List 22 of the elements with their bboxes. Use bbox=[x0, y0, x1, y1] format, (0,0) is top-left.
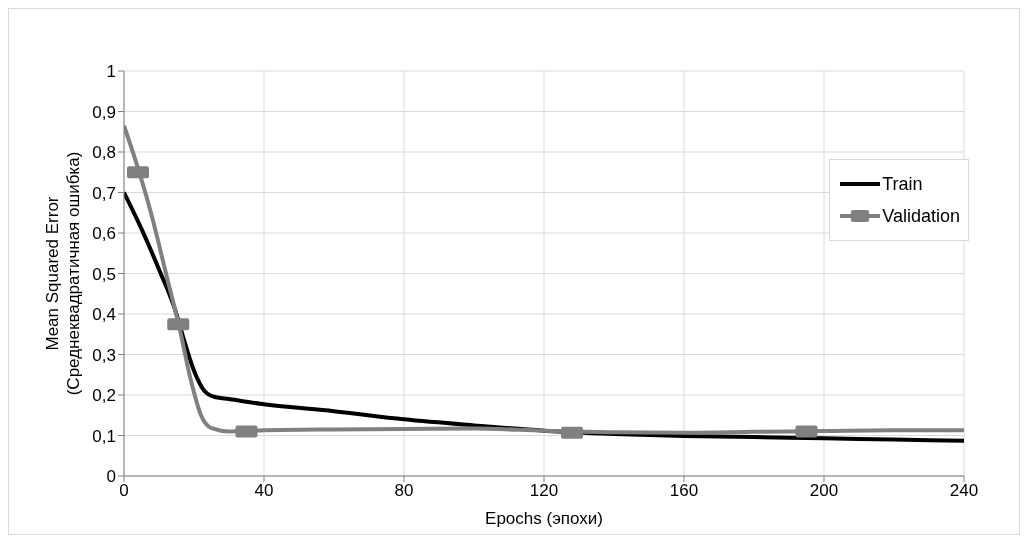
y-tick-label: 0,3 bbox=[92, 345, 116, 365]
y-tick-label: 0 bbox=[106, 467, 116, 487]
x-tick-label: 160 bbox=[669, 481, 699, 501]
y-tick-label: 0,8 bbox=[92, 143, 116, 163]
y-tick-label: 0,4 bbox=[92, 305, 116, 325]
x-tick-label: 80 bbox=[394, 481, 414, 501]
y-tick-label: 0,6 bbox=[92, 224, 116, 244]
x-tick-label: 0 bbox=[119, 481, 129, 501]
y-tick-label: 0,1 bbox=[92, 426, 116, 446]
x-tick-label: 200 bbox=[809, 481, 839, 501]
y-tick-label: 0,7 bbox=[92, 183, 116, 203]
y-tick-label: 0,2 bbox=[92, 386, 116, 406]
legend-label: Validation bbox=[882, 205, 960, 227]
x-tick-label: 240 bbox=[949, 481, 979, 501]
y-tick-label: 1 bbox=[106, 62, 116, 82]
x-axis-title: Epochs (эпохи) bbox=[485, 509, 603, 528]
y-axis-title: Mean Squared Error (Среднеквадратичная ошибка) bbox=[43, 151, 83, 396]
y-tick-label: 0,9 bbox=[92, 102, 116, 122]
x-tick-label: 120 bbox=[529, 481, 559, 501]
y-tick-label: 0,5 bbox=[92, 264, 116, 284]
legend-label: Train bbox=[882, 173, 923, 195]
x-tick-label: 40 bbox=[254, 481, 274, 501]
